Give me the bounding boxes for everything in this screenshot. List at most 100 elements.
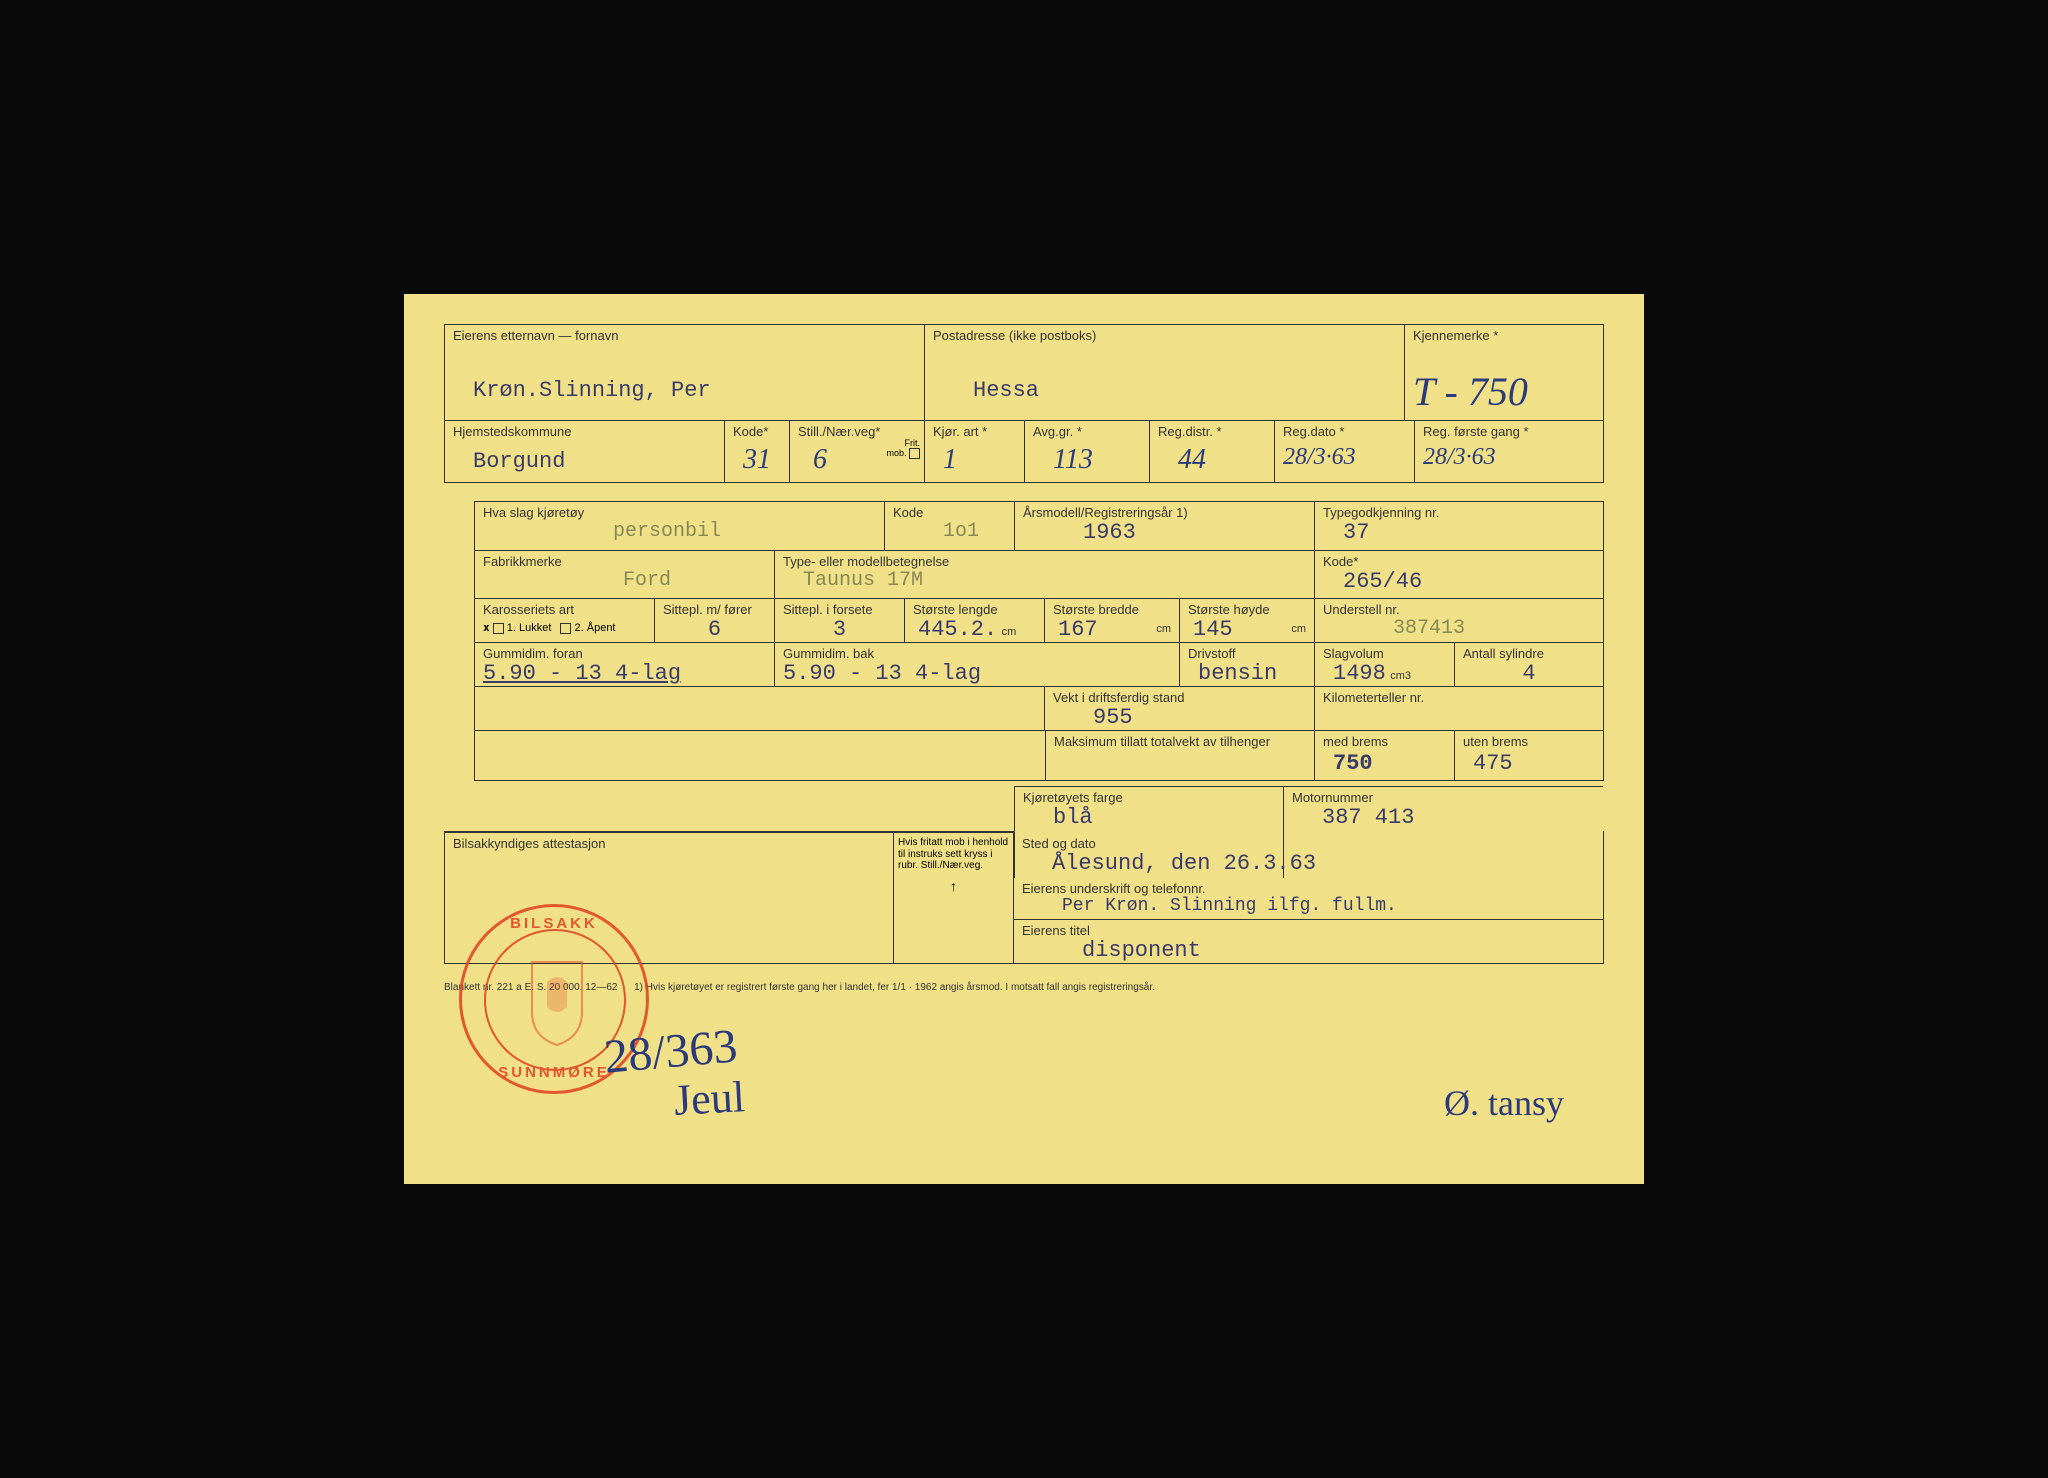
cell-utenbrems: uten brems 475 [1455,731,1603,780]
cell-regforste: Reg. første gang * 28/3·63 [1415,421,1603,482]
hoyde-value: 145 [1188,617,1233,642]
cell-hjemsted: Hjemstedskommune Borgund [445,421,725,482]
kjor-value: 1 [933,444,1016,476]
cell-fabrikk: Fabrikkmerke Ford [475,551,775,598]
cell-still: Still./Nær.veg* Frit. mob. 6 [790,421,925,482]
farge-label: Kjøretøyets farge [1023,790,1275,805]
cell-titel: Eierens titel disponent [1014,920,1603,963]
owner-signature: Ø. tansy [1444,1082,1564,1124]
sittepl-forsete-value: 3 [783,617,896,642]
medbrems-value: 750 [1323,751,1446,776]
slagvolum-unit: cm3 [1390,670,1411,682]
avg-label: Avg.gr. * [1033,424,1141,439]
mark-value: T - 750 [1413,368,1595,415]
vekt-label: Vekt i driftsferdig stand [1053,690,1306,705]
sylindre-label: Antall sylindre [1463,646,1595,661]
cell-fritatt: Hvis fritatt mob i henhold til instruks … [894,833,1014,963]
regdato-label: Reg.dato * [1283,424,1406,439]
lengde-value: 445.2. [913,617,997,642]
cell-gummi-bak: Gummidim. bak 5.90 - 13 4-lag [775,643,1180,686]
kode2-value: 265/46 [1323,569,1595,594]
mark-label: Kjennemerke * [1413,328,1595,343]
slagvolum-value: 1498 [1323,661,1386,686]
avg-value: 113 [1033,444,1141,476]
hjemsted-value: Borgund [453,449,716,474]
km-label: Kilometerteller nr. [1323,690,1595,705]
cell-post: Postadresse (ikke postboks) Hessa [925,325,1405,420]
cell-empty-left [475,687,1045,730]
sittepl-forsete-label: Sittepl. i forsete [783,602,896,617]
hva-value: personbil [483,520,876,543]
motor-label: Motornummer [1292,790,1595,805]
motor-value: 387 413 [1292,805,1595,830]
understell-label: Understell nr. [1323,602,1595,617]
regdistr-label: Reg.distr. * [1158,424,1266,439]
arsmodell-value: 1963 [1023,520,1306,545]
hjemsted-label: Hjemstedskommune [453,424,716,439]
cell-lengde: Største lengde 445.2. cm [905,599,1045,642]
section-owner: Eierens etternavn — fornavn Krøn.Slinnin… [444,324,1604,483]
cell-regdistr: Reg.distr. * 44 [1150,421,1275,482]
fritatt-label: Hvis fritatt mob i henhold til instruks … [898,837,1008,871]
post-value: Hessa [933,378,1396,403]
owner-name-label: Eierens etternavn — fornavn [453,328,916,343]
cell-slagvolum: Slagvolum 1498 cm3 [1315,643,1455,686]
regdato-value: 28/3·63 [1283,444,1406,471]
karosseri-opt1: 1. Lukket [507,622,552,634]
cell-sittepl-forsete: Sittepl. i forsete 3 [775,599,905,642]
cell-typegod: Typegodkjenning nr. 37 [1315,502,1603,550]
cell-type: Type- eller modellbetegnelse Taunus 17M [775,551,1315,598]
kode2-label: Kode* [1323,554,1595,569]
cell-medbrems: med brems 750 [1315,731,1455,780]
attest-signature2: Jeul [673,1071,746,1126]
fabrikk-value: Ford [483,569,766,592]
slagvolum-label: Slagvolum [1323,646,1446,661]
hoyde-label: Største høyde [1188,602,1306,617]
cell-mark: Kjennemerke * T - 750 [1405,325,1603,420]
registration-card: Eierens etternavn — fornavn Krøn.Slinnin… [404,294,1644,1184]
sted-label: Sted og dato [1022,836,1595,851]
cell-underskrift: Eierens underskrift og telefonnr. Per Kr… [1014,878,1603,919]
cell-km: Kilometerteller nr. [1315,687,1603,730]
vekt-value: 955 [1053,705,1306,730]
regdistr-value: 44 [1158,444,1266,476]
still-sub2: mob. [886,448,906,458]
post-label: Postadresse (ikke postboks) [933,328,1396,343]
type-label: Type- eller modellbetegnelse [783,554,1306,569]
hoyde-unit: cm [1291,623,1306,635]
cell-kode: Kode* 31 [725,421,790,482]
sted-value: Ålesund, den 26.3.63 [1022,851,1595,876]
cell-regdato: Reg.dato * 28/3·63 [1275,421,1415,482]
owner-name-value: Krøn.Slinning, Per [453,378,916,403]
cell-kode2: Kode* 265/46 [1315,551,1603,598]
arsmodell-label: Årsmodell/Registreringsår 1) [1023,505,1306,520]
karosseri-label: Karosseriets art [483,602,646,617]
cell-hoyde: Største høyde 145 cm [1180,599,1315,642]
cell-sted: Sted og dato Ålesund, den 26.3.63 [1014,833,1603,877]
fabrikk-label: Fabrikkmerke [483,554,766,569]
kode-value: 31 [733,444,781,476]
regforste-label: Reg. første gang * [1423,424,1595,439]
attest-label: Bilsakkyndiges attestasjon [453,836,885,851]
lengde-label: Største lengde [913,602,1036,617]
checkbox-apent [560,623,571,634]
typegod-label: Typegodkjenning nr. [1323,505,1595,520]
medbrems-label: med brems [1323,734,1446,749]
cell-arsmodell: Årsmodell/Registreringsår 1) 1963 [1015,502,1315,550]
section-vehicle: Hva slag kjøretøy personbil Kode 1o1 Års… [474,501,1604,781]
cell-empty-left2 [475,731,1045,780]
cell-vekt: Vekt i driftsferdig stand 955 [1045,687,1315,730]
footer-right: 1) Hvis kjøretøyet er registrert første … [634,982,1155,993]
lengde-unit: cm [1002,626,1017,638]
stamp-crest-icon [522,957,592,1047]
sylindre-value: 4 [1463,661,1595,686]
arrow-icon: ↑ [898,878,1009,894]
drivstoff-label: Drivstoff [1188,646,1306,661]
gummi-foran-value: 5.90 - 13 4-lag [483,661,766,686]
cell-kjor: Kjør. art * 1 [925,421,1025,482]
cell-right-stack: Sted og dato Ålesund, den 26.3.63 Eieren… [1014,833,1603,963]
utenbrems-label: uten brems [1463,734,1595,749]
cell-sittepl: Sittepl. m/ fører 6 [655,599,775,642]
bredde-unit: cm [1156,623,1171,635]
kjor-label: Kjør. art * [933,424,1016,439]
